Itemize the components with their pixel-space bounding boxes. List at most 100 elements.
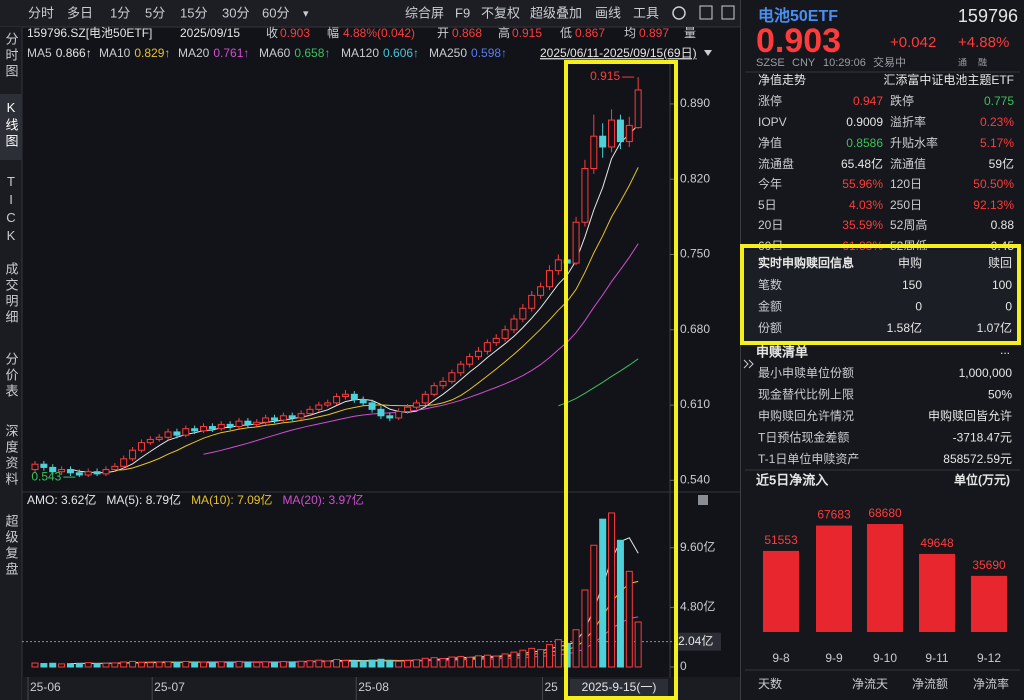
candle-body: [102, 469, 110, 475]
side-tab[interactable]: 成交明细: [4, 262, 19, 326]
tool-button[interactable]: 工具: [633, 5, 659, 20]
stat-label: 今年: [758, 176, 782, 191]
stat-value: 0.775: [984, 94, 1014, 108]
tool-button[interactable]: 不复权: [481, 5, 520, 20]
tool-button[interactable]: 超级叠加: [530, 5, 582, 20]
volume-bar: [120, 661, 128, 668]
side-bar: [0, 27, 22, 700]
period-tab[interactable]: 15分: [180, 5, 207, 20]
candle-body: [306, 408, 314, 415]
stat-value: 0.23%: [980, 115, 1014, 129]
netflow-value: 49648: [920, 536, 954, 550]
settings-icon[interactable]: [672, 6, 686, 20]
side-tab[interactable]: 分价表: [4, 352, 19, 400]
highlight-box: [564, 60, 678, 700]
restore-icon[interactable]: [699, 5, 713, 20]
netflow-bar: [867, 524, 903, 632]
volume-bar: [341, 660, 349, 668]
period-tab[interactable]: 60分: [262, 5, 289, 20]
candle-body: [475, 350, 482, 358]
netflow-category: 9-10: [873, 651, 897, 665]
time-tick-label: 25: [544, 680, 558, 694]
volume-bar: [608, 512, 616, 668]
field-label: 开: [437, 26, 449, 40]
side-tab[interactable]: 分时图: [4, 32, 19, 80]
netflow-category: 9-12: [977, 651, 1001, 665]
range-dropdown[interactable]: [704, 50, 712, 56]
field-label: 幅: [327, 25, 339, 40]
volume-bar: [49, 662, 57, 668]
netflow-value: 51553: [764, 533, 798, 547]
stat-label: 流通盘: [758, 156, 794, 171]
redemption-value: -3718.47元: [953, 431, 1012, 445]
candle-body: [457, 363, 465, 374]
ma-label: MA20: [178, 46, 210, 60]
volume-bar: [102, 662, 110, 668]
period-tab[interactable]: 30分: [222, 5, 249, 20]
cursor-date: 2025-9-15(一): [582, 680, 657, 694]
candle-body: [341, 393, 349, 397]
tool-button[interactable]: F9: [455, 5, 470, 20]
candle-body: [510, 318, 518, 331]
volume-bar: [200, 661, 208, 668]
candle-body: [31, 463, 39, 471]
volume-bar: [501, 653, 509, 668]
stat-label: IOPV: [758, 115, 787, 129]
volume-bar: [466, 656, 474, 668]
price-tick-label: 0.680: [680, 322, 710, 336]
price-tick-label: 0.540: [680, 472, 710, 486]
netflow-footer: 净流天: [852, 677, 888, 691]
stat-label: 250日: [890, 198, 922, 212]
collapse-icon[interactable]: [743, 359, 754, 369]
volume-bar: [137, 661, 145, 668]
side-tab[interactable]: 深度资料: [4, 424, 19, 488]
redemption-more[interactable]: ...: [1000, 343, 1010, 357]
candle-body: [262, 417, 270, 423]
period-tab[interactable]: 多日: [67, 5, 93, 20]
redemption-label: 最小申赎单位份额: [758, 365, 854, 380]
candle-body: [120, 458, 128, 467]
side-tab[interactable]: 超级复盘: [4, 514, 19, 578]
candle-body: [501, 329, 509, 339]
period-dropdown[interactable]: ▾: [303, 8, 309, 20]
ma-line: [114, 167, 639, 471]
subscription-box: [742, 250, 1020, 343]
volume-bar: [66, 663, 74, 668]
last-price: 0.903: [756, 22, 841, 60]
candle-body: [66, 469, 74, 474]
toolbar-icons: [672, 5, 754, 369]
stat-value: 35.59%: [842, 218, 883, 232]
volume-bar: [84, 662, 92, 668]
volume-bar: [58, 663, 66, 668]
period-tab[interactable]: 1分: [110, 5, 130, 20]
tool-button[interactable]: 画线: [595, 5, 621, 20]
volume-bar: [634, 621, 642, 668]
period-tab[interactable]: 5分: [145, 5, 165, 20]
price-tick-label: 0.750: [680, 247, 710, 261]
fund-full-name: 汇添富中证电池主题ETF: [883, 72, 1014, 87]
candle-body: [244, 420, 252, 425]
tool-button[interactable]: 综合屏: [405, 5, 444, 20]
ma-value: 0.866↑: [56, 46, 92, 60]
netflow-value: 68680: [868, 506, 902, 520]
stat-label: 5日: [758, 198, 777, 212]
status-item: 融: [978, 57, 987, 67]
volume-tick-label: 0: [680, 659, 687, 673]
volume-bar: [625, 570, 633, 668]
candle-body: [84, 471, 92, 476]
toolbar: [0, 0, 740, 27]
period-tab[interactable]: 分时: [28, 5, 54, 20]
volume-bar: [173, 662, 181, 668]
candle-body: [421, 393, 429, 404]
side-tab[interactable]: TICK: [4, 174, 19, 246]
stat-value: 50.50%: [973, 177, 1014, 191]
volume-settings[interactable]: [698, 495, 708, 505]
subscription-value: 150: [902, 278, 922, 292]
stat-label: 升贴水率: [890, 135, 938, 150]
annotation-label: 0.915: [590, 69, 620, 83]
candle-body: [226, 423, 234, 428]
stat-value: 92.13%: [973, 198, 1014, 212]
popout-icon[interactable]: [721, 5, 735, 20]
side-tab[interactable]: K线图: [4, 100, 19, 150]
redemption-label: T-1日单位申赎资产: [758, 451, 859, 466]
